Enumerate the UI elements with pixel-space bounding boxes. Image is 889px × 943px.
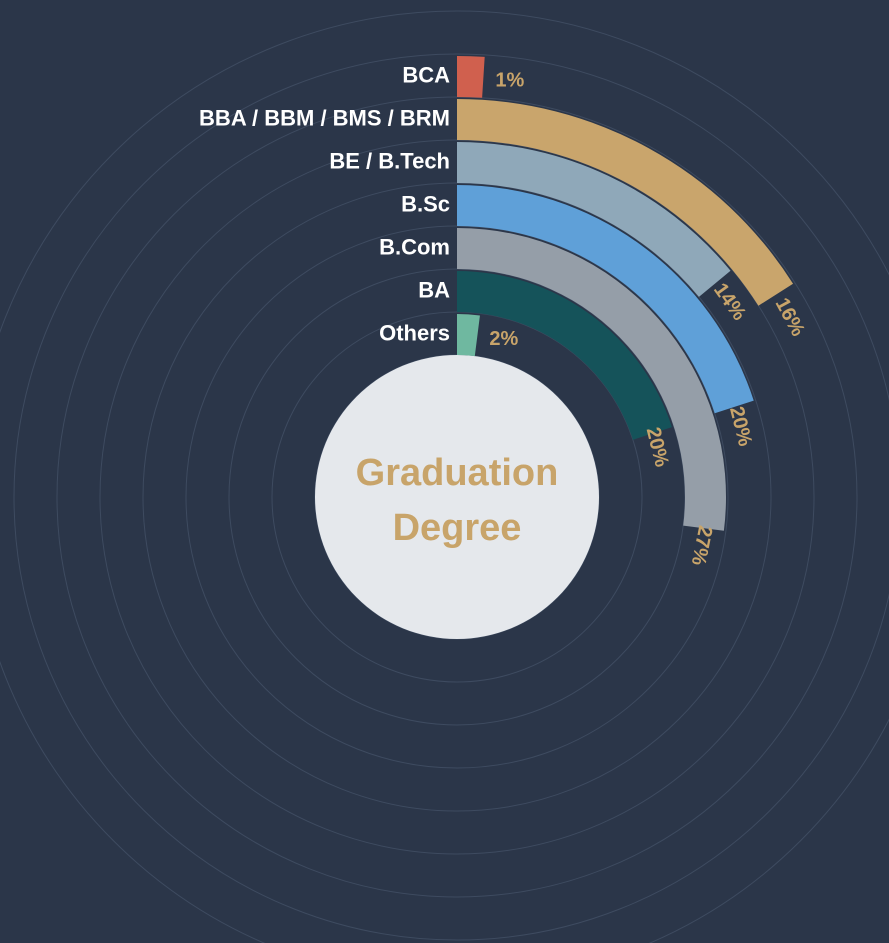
bar	[457, 314, 480, 357]
category-label: B.Sc	[401, 191, 450, 216]
value-label: 1%	[495, 70, 524, 92]
category-label: Others	[379, 320, 450, 345]
bar	[457, 271, 672, 440]
category-label: BBA / BBM / BMS / BRM	[199, 105, 450, 130]
value-label: 27%	[687, 524, 716, 568]
center-title: Degree	[393, 507, 522, 549]
value-label: 16%	[771, 294, 809, 340]
ring	[0, 10, 889, 943]
bar	[457, 99, 794, 306]
value-label: 2%	[489, 328, 518, 350]
value-label: 20%	[642, 425, 673, 469]
category-label: BE / B.Tech	[329, 148, 450, 173]
category-label: BCA	[402, 62, 450, 87]
category-label: B.Com	[379, 234, 450, 259]
center-circle	[315, 355, 599, 639]
center-title: Graduation	[356, 452, 559, 494]
bar	[457, 142, 731, 297]
bar	[457, 56, 485, 98]
category-label: BA	[418, 277, 450, 302]
bar	[457, 185, 754, 414]
ring	[13, 53, 889, 941]
value-label: 20%	[725, 404, 756, 448]
bar	[457, 228, 726, 531]
